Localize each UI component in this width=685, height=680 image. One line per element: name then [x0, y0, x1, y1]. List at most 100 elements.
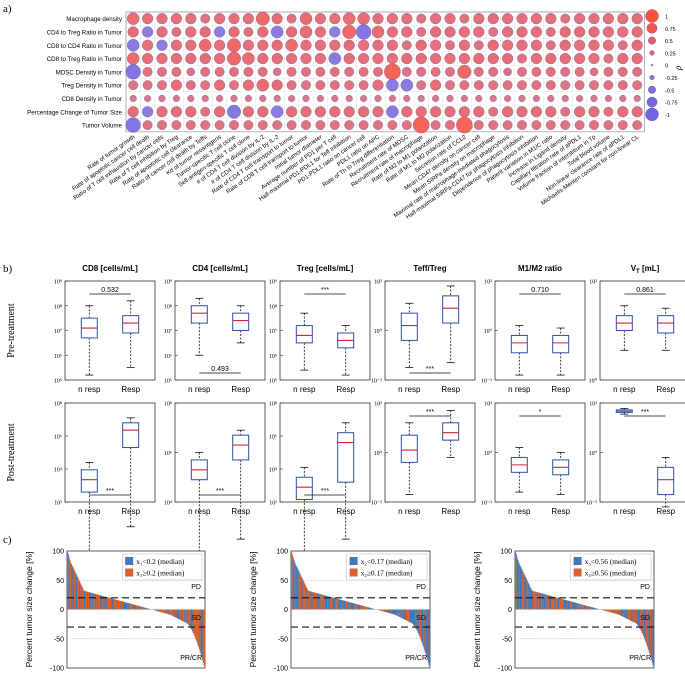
waterfall-bar	[369, 607, 371, 610]
heatmap-bubble	[401, 52, 413, 65]
waterfall-bar	[413, 609, 415, 625]
waterfall-bar	[159, 609, 161, 612]
heatmap-bubble	[573, 52, 586, 65]
boxplot-tick-label: 10⁶	[269, 435, 277, 441]
waterfall-bar	[348, 601, 350, 610]
heatmap-bubble	[200, 120, 211, 130]
waterfall-bar	[404, 609, 406, 620]
waterfall-bar	[301, 578, 303, 610]
heatmap-bubble	[142, 106, 154, 118]
heatmap-bubble	[416, 13, 427, 24]
heatmap-bubble	[401, 40, 412, 51]
waterfall-bar	[396, 609, 398, 616]
heatmap-bubble	[328, 52, 342, 65]
boxplot-row-label: Pre-treatment	[6, 303, 17, 358]
significance-label: *	[539, 409, 542, 416]
heatmap-bubble	[473, 66, 484, 77]
waterfall-bar	[177, 609, 179, 619]
waterfall-bar	[622, 609, 624, 617]
heatmap-bubble	[157, 120, 167, 130]
heatmap-bubble	[185, 39, 197, 51]
colorbar-bubble	[650, 63, 654, 67]
boxplot-axes	[64, 280, 156, 381]
colorbar-tick-label: -0.25	[665, 76, 678, 82]
waterfall-bar	[119, 600, 121, 610]
waterfall-bar	[572, 602, 574, 610]
heatmap-bubble	[430, 26, 442, 38]
waterfall-bar	[519, 565, 521, 610]
waterfall-bar	[313, 592, 315, 610]
heatmap-bubble	[314, 13, 327, 25]
heatmap-bubble	[156, 13, 168, 25]
waterfall-bar	[652, 609, 654, 666]
heatmap-bubble	[214, 26, 226, 38]
heatmap-bubble	[632, 66, 643, 77]
waterfall-bar	[157, 609, 159, 612]
waterfall-tick-label: 0	[60, 607, 64, 614]
waterfall-bar	[568, 600, 570, 610]
waterfall-bar	[104, 596, 106, 610]
waterfall-bar	[380, 609, 382, 611]
waterfall-bar	[616, 609, 619, 615]
waterfall-bar	[106, 597, 108, 610]
waterfall-bar	[586, 605, 588, 610]
heatmap-bubble	[386, 26, 399, 38]
heatmap-bubble	[230, 94, 238, 103]
heatmap-bubble	[617, 52, 629, 65]
heatmap-bubble	[127, 26, 139, 38]
waterfall-bar	[302, 580, 304, 610]
heatmap-bubble	[126, 52, 140, 65]
waterfall-bar	[167, 609, 169, 615]
category-label: Resp	[121, 507, 140, 516]
heatmap-bubble	[156, 106, 168, 118]
box	[232, 434, 250, 461]
category-label: Resp	[231, 385, 250, 394]
category-label: Resp	[551, 507, 570, 516]
waterfall-bar	[413, 609, 415, 626]
heatmap-bubble	[372, 79, 384, 91]
waterfall-bar	[129, 603, 131, 610]
waterfall-bar	[172, 609, 174, 617]
waterfall-bar	[198, 609, 200, 648]
waterfall-bar	[532, 591, 534, 610]
heatmap-bubble	[473, 120, 484, 130]
heatmap-bubble	[502, 52, 514, 65]
waterfall-bar	[129, 603, 131, 610]
waterfall-bar	[328, 596, 330, 610]
waterfall-bar	[602, 609, 604, 611]
waterfall-bar	[303, 581, 305, 610]
waterfall-tick-label: 50	[280, 578, 288, 585]
waterfall-bar	[355, 604, 357, 610]
waterfall-bar	[144, 607, 146, 610]
boxplot-tick-label: 10⁸	[269, 304, 277, 310]
boxplot-tick-label: 10⁸	[269, 402, 277, 408]
waterfall-bar	[334, 598, 336, 610]
waterfall-bar	[555, 597, 557, 610]
waterfall-bar	[85, 591, 87, 610]
waterfall-bar	[122, 601, 124, 610]
waterfall-bar	[103, 596, 105, 610]
heatmap-bubble	[315, 80, 326, 91]
waterfall-bar	[566, 600, 568, 610]
heatmap-bubble	[588, 106, 600, 118]
heatmap-bubble	[200, 106, 211, 117]
heatmap-bubble	[386, 52, 399, 65]
heatmap-bubble	[200, 66, 211, 77]
heatmap-bubble	[516, 106, 528, 118]
waterfall-bar	[323, 595, 325, 610]
category-label: n resp	[508, 385, 531, 394]
waterfall-bar	[528, 583, 530, 610]
waterfall-bar	[578, 603, 580, 610]
waterfall-bar	[612, 609, 614, 613]
heatmap-bubble	[157, 66, 167, 77]
heatmap-bubble	[360, 94, 368, 103]
heatmap-bubble	[617, 13, 629, 25]
heatmap-bubble	[401, 106, 413, 118]
waterfall-bar	[632, 609, 634, 622]
heatmap-bubble	[559, 52, 571, 65]
waterfall-bar	[368, 607, 370, 610]
boxplot-axes	[279, 402, 371, 503]
waterfall-bar	[553, 596, 555, 610]
heatmap-bubble	[271, 79, 283, 91]
heatmap-bubble	[430, 106, 442, 118]
